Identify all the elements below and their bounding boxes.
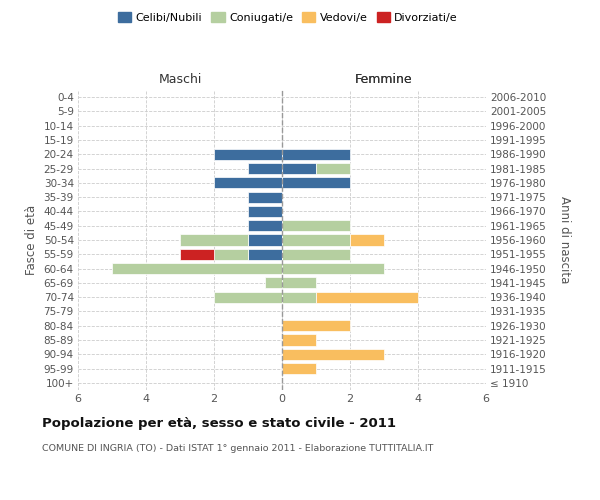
Bar xyxy=(248,234,282,246)
Legend: Celibi/Nubili, Coniugati/e, Vedovi/e, Divorziati/e: Celibi/Nubili, Coniugati/e, Vedovi/e, Di… xyxy=(113,8,463,28)
Y-axis label: Fasce di età: Fasce di età xyxy=(25,205,38,275)
Bar xyxy=(282,278,316,288)
Bar xyxy=(112,263,282,274)
Text: Femmine: Femmine xyxy=(355,72,413,86)
Bar xyxy=(282,248,350,260)
Bar xyxy=(180,234,248,246)
Bar xyxy=(282,292,316,302)
Bar xyxy=(248,192,282,202)
Bar xyxy=(282,163,316,174)
Bar xyxy=(282,234,350,246)
Bar xyxy=(316,292,418,302)
Bar xyxy=(282,363,316,374)
Bar xyxy=(180,248,214,260)
Bar xyxy=(282,348,384,360)
Text: Maschi: Maschi xyxy=(158,72,202,86)
Bar xyxy=(282,334,316,345)
Bar xyxy=(248,206,282,217)
Bar xyxy=(282,178,350,188)
Bar xyxy=(214,248,248,260)
Text: Popolazione per età, sesso e stato civile - 2011: Popolazione per età, sesso e stato civil… xyxy=(42,418,396,430)
Bar xyxy=(214,178,282,188)
Bar xyxy=(316,163,350,174)
Bar xyxy=(282,148,350,160)
Bar xyxy=(248,248,282,260)
Bar xyxy=(248,163,282,174)
Bar xyxy=(214,148,282,160)
Text: COMUNE DI INGRIA (TO) - Dati ISTAT 1° gennaio 2011 - Elaborazione TUTTITALIA.IT: COMUNE DI INGRIA (TO) - Dati ISTAT 1° ge… xyxy=(42,444,433,453)
Bar xyxy=(282,320,350,332)
Bar xyxy=(282,263,384,274)
Bar xyxy=(282,220,350,232)
Bar xyxy=(265,278,282,288)
Text: Femmine: Femmine xyxy=(355,72,413,86)
Bar xyxy=(214,292,282,302)
Bar xyxy=(248,220,282,232)
Bar xyxy=(350,234,384,246)
Y-axis label: Anni di nascita: Anni di nascita xyxy=(558,196,571,284)
